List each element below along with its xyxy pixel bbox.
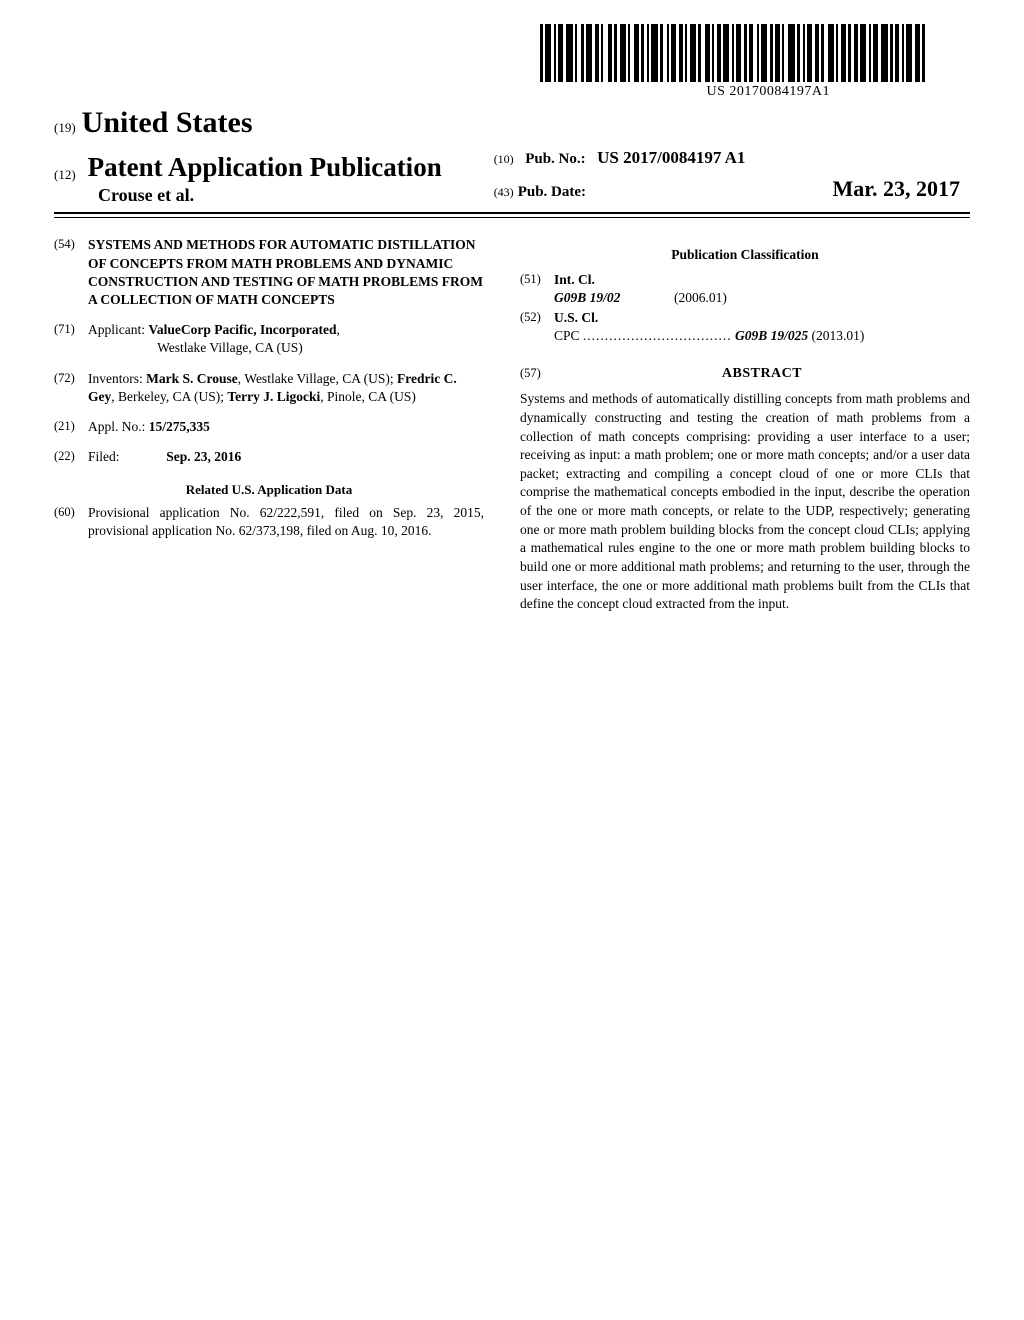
code-72: (72) <box>54 370 88 406</box>
cpc-value: G09B 19/025 <box>735 328 808 343</box>
code-43: (43) <box>494 183 514 202</box>
code-52: (52) <box>520 309 554 345</box>
right-column: Publication Classification (51) Int. Cl.… <box>520 236 970 613</box>
rule-light <box>54 217 970 218</box>
abstract-heading: ABSTRACT <box>554 365 970 384</box>
code-12: (12) <box>54 167 76 182</box>
entry-title-54: (54) SYSTEMS AND METHODS FOR AUTOMATIC D… <box>54 236 484 309</box>
entry-intcl: (51) Int. Cl. G09B 19/02 (2006.01) <box>520 271 970 307</box>
publication-title: Patent Application Publication <box>88 152 442 182</box>
barcode <box>540 24 970 82</box>
code-54: (54) <box>54 236 88 309</box>
code-19: (19) <box>54 120 76 136</box>
applno-value: 15/275,335 <box>149 419 210 434</box>
inventor-3-loc: Pinole, CA (US) <box>327 389 416 404</box>
inventor-1-loc: Westlake Village, CA (US); <box>244 371 393 386</box>
pubno-label: Pub. No.: <box>525 151 585 167</box>
intcl-code: G09B 19/02 <box>554 289 674 307</box>
applicant-name: ValueCorp Pacific, Incorporated <box>148 322 336 337</box>
pubdate-value: Mar. 23, 2017 <box>832 171 960 206</box>
code-57: (57) <box>520 365 554 382</box>
cpc-label: CPC <box>554 328 580 343</box>
code-60: (60) <box>54 504 88 540</box>
entry-filed: (22) Filed: Sep. 23, 2016 <box>54 448 484 466</box>
cpc-date: (2013.01) <box>812 328 865 343</box>
code-22: (22) <box>54 448 88 466</box>
inventor-1-name: Mark S. Crouse <box>146 371 238 386</box>
applicant-location: Westlake Village, CA (US) <box>157 340 303 355</box>
applno-label: Appl. No.: <box>88 419 145 434</box>
entry-applno: (21) Appl. No.: 15/275,335 <box>54 418 484 436</box>
applicant-label: Applicant: <box>88 322 145 337</box>
patent-front-page: US 20170084197A1 (19) United States (12)… <box>0 0 1024 1320</box>
country: United States <box>82 106 253 140</box>
rule-heavy <box>54 212 970 214</box>
intcl-date: (2006.01) <box>674 289 970 307</box>
body-columns: (54) SYSTEMS AND METHODS FOR AUTOMATIC D… <box>54 236 970 613</box>
invention-title: SYSTEMS AND METHODS FOR AUTOMATIC DISTIL… <box>88 236 484 309</box>
related-data-heading: Related U.S. Application Data <box>54 481 484 499</box>
uscl-label: U.S. Cl. <box>554 309 970 327</box>
left-column: (54) SYSTEMS AND METHODS FOR AUTOMATIC D… <box>54 236 484 613</box>
code-71: (71) <box>54 321 88 357</box>
pubdate-label: Pub. Date: <box>518 180 586 204</box>
code-51: (51) <box>520 271 554 307</box>
cpc-dots: .................................. <box>583 328 732 343</box>
inventor-2-loc: Berkeley, CA (US); <box>118 389 224 404</box>
entry-inventors: (72) Inventors: Mark S. Crouse, Westlake… <box>54 370 484 406</box>
pubno-value: US 2017/0084197 A1 <box>597 148 745 167</box>
header-block: (19) United States (12) Patent Applicati… <box>54 106 970 206</box>
inventor-3-name: Terry J. Ligocki <box>227 389 320 404</box>
abstract-text: Systems and methods of automatically dis… <box>520 390 970 614</box>
entry-uscl: (52) U.S. Cl. CPC ......................… <box>520 309 970 345</box>
classification-heading: Publication Classification <box>520 246 970 264</box>
authors-line: Crouse et al. <box>54 185 494 206</box>
code-10: (10) <box>494 152 514 166</box>
related-text: Provisional application No. 62/222,591, … <box>88 504 484 540</box>
entry-related: (60) Provisional application No. 62/222,… <box>54 504 484 540</box>
inventors-label: Inventors: <box>88 371 143 386</box>
filed-label: Filed: <box>88 449 120 464</box>
barcode-block: US 20170084197A1 <box>54 24 970 100</box>
filed-value: Sep. 23, 2016 <box>166 449 241 464</box>
code-21: (21) <box>54 418 88 436</box>
barcode-label: US 20170084197A1 <box>706 84 830 100</box>
entry-applicant: (71) Applicant: ValueCorp Pacific, Incor… <box>54 321 484 357</box>
intcl-label: Int. Cl. <box>554 271 970 289</box>
